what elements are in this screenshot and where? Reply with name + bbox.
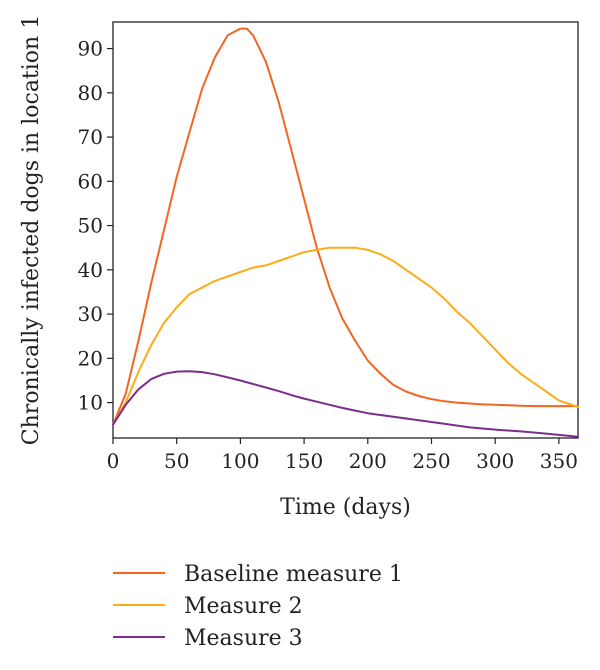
y-tick-label: 40 [78,258,103,282]
x-tick-label: 200 [349,449,387,473]
series-line-1 [112,27,579,426]
x-tick-label: 300 [476,449,514,473]
legend: Baseline measure 1 Measure 2 Measure 3 [113,562,403,651]
x-axis-title: Time (days) [280,495,411,520]
x-tick-label: 350 [540,449,578,473]
y-tick-label: 30 [78,302,103,326]
x-tick-label: 50 [164,449,189,473]
series-line-2 [112,246,579,426]
y-tick-label: 50 [78,214,103,238]
y-axis-title: Chronically infected dogs in location 1 [19,15,44,445]
legend-label-3: Measure 3 [184,626,303,651]
y-tick-label: 80 [78,81,103,105]
plot-frame-group [112,21,579,439]
y-tick-label: 20 [78,346,103,370]
x-tick-label: 250 [412,449,450,473]
x-tick-label: 150 [285,449,323,473]
x-tick-label: 100 [221,449,259,473]
plot-frame [112,21,579,439]
x-axis-ticks: 0 50 100 150 200 250 300 350 [107,438,578,473]
y-tick-label: 90 [78,37,103,61]
legend-label-2: Measure 2 [184,594,303,619]
series-lines [112,27,579,438]
legend-label-1: Baseline measure 1 [184,562,403,587]
x-tick-label: 0 [107,449,120,473]
y-tick-label: 10 [78,391,103,415]
y-axis-ticks: 10 20 30 40 50 60 70 80 90 [78,37,113,415]
y-tick-label: 60 [78,169,103,193]
series-line-3 [112,370,579,438]
y-tick-label: 70 [78,125,103,149]
